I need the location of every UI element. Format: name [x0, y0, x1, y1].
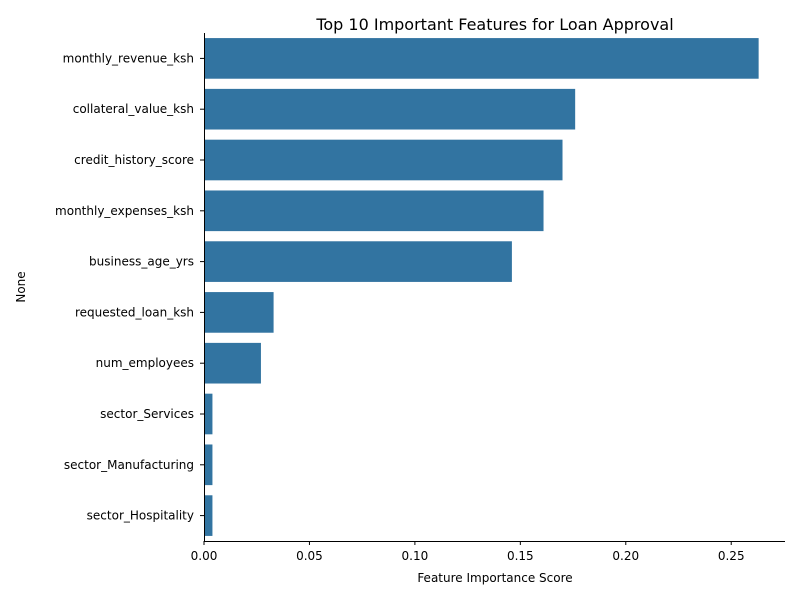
bar-collateral_value_ksh	[204, 88, 576, 130]
x-tick-label: 0.05	[296, 549, 323, 563]
y-tick-label: collateral_value_ksh	[73, 102, 194, 116]
bar-sector_Manufacturing	[204, 444, 213, 486]
y-tick-label: credit_history_score	[74, 153, 194, 167]
y-tick-label: sector_Manufacturing	[64, 458, 194, 472]
y-tick-label: sector_Hospitality	[87, 509, 194, 523]
bar-num_employees	[204, 342, 261, 384]
x-tick-label: 0.20	[612, 549, 639, 563]
y-tick-label: monthly_expenses_ksh	[55, 204, 194, 218]
x-tick-label: 0.00	[191, 549, 218, 563]
bars-group	[204, 38, 759, 536]
x-ticks-group: 0.00 0.05 0.10 0.15 0.20 0.25	[191, 541, 745, 563]
bar-monthly_revenue_ksh	[204, 38, 759, 79]
y-tick-label: sector_Services	[100, 407, 194, 421]
chart-title: Top 10 Important Features for Loan Appro…	[315, 15, 673, 34]
x-tick-label: 0.25	[718, 549, 745, 563]
bar-sector_Hospitality	[204, 495, 213, 536]
x-axis-label: Feature Importance Score	[417, 571, 572, 585]
bar-monthly_expenses_ksh	[204, 190, 544, 232]
bar-business_age_yrs	[204, 241, 512, 282]
x-tick-label: 0.10	[402, 549, 429, 563]
bar-requested_loan_ksh	[204, 292, 274, 333]
y-tick-label: requested_loan_ksh	[75, 305, 194, 319]
y-ticks-group: monthly_revenue_ksh collateral_value_kshc…	[55, 51, 204, 523]
y-tick-label: monthly_revenue_ksh	[63, 51, 194, 65]
y-axis-label: None	[14, 271, 28, 302]
bar-sector_Services	[204, 393, 213, 435]
x-tick-label: 0.15	[507, 549, 534, 563]
bar-credit_history_score	[204, 139, 563, 181]
y-tick-label: business_age_yrs	[89, 255, 194, 269]
y-tick-label: num_employees	[96, 356, 194, 370]
